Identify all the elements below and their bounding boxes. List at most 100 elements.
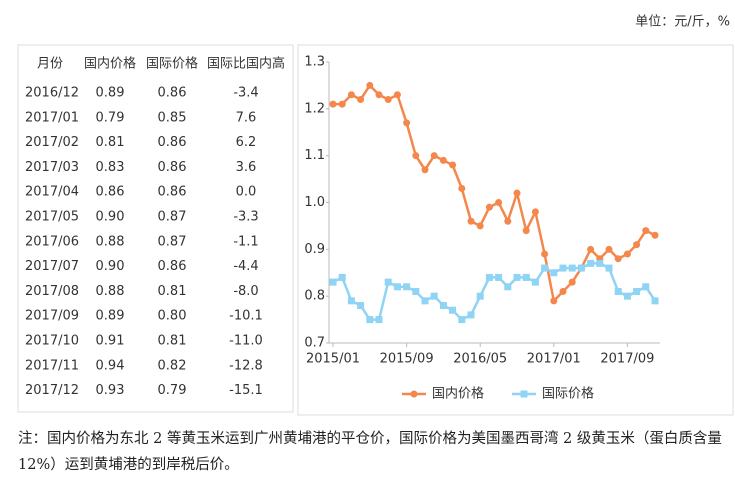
point [541,264,549,272]
point [495,199,503,206]
point [421,166,429,174]
table-cell: 2017/02 [25,135,79,150]
point [375,316,383,324]
point [550,269,558,277]
point [458,184,466,192]
table-cell: -3.3 [233,210,258,225]
series-line [332,262,657,322]
table-cell: 2017/01 [25,110,79,125]
x-tick-label: 2017/01 [527,352,581,367]
table-cell: 0.81 [158,334,187,349]
table-header: 国际价格 [146,56,198,72]
table-cell: 2017/09 [25,309,79,324]
y-tick-label: 1.3 [304,55,325,70]
y-tick-label: 0.7 [304,336,325,351]
table-cell: 0.85 [158,110,187,125]
table-cell: 0.86 [158,160,187,175]
point [633,287,641,295]
point [347,297,355,305]
table-cell: -1.1 [233,234,258,249]
point [439,302,447,310]
table-cell: 0.82 [158,358,187,373]
x-tick-label: 2017/09 [600,352,654,367]
table-cell: 3.6 [236,160,257,175]
chart-panel [297,44,734,416]
point [430,292,438,300]
point [421,297,429,305]
unit-label: 单位：元/斤，% [635,15,730,30]
point [449,161,457,169]
point [633,241,641,249]
point [522,227,530,235]
point [485,273,493,281]
table-cell: -3.4 [233,86,258,101]
y-tick-label: 1.2 [304,101,325,116]
point [587,259,595,267]
point [375,91,383,99]
table-cell: -11.0 [229,334,263,349]
point [541,250,549,258]
table-cell: 0.86 [158,259,187,274]
point [504,217,512,225]
point [559,264,567,272]
point [614,287,622,295]
point [476,222,484,230]
point [568,278,576,286]
point [384,278,392,286]
point [467,217,475,225]
point [366,81,374,89]
point [605,264,613,272]
note: 注：国内价格为东北 2 等黄玉米运到广州黄埔港的平仓价，国际价格为美国墨西哥湾 … [18,431,722,473]
table-cell: 0.89 [96,309,125,324]
point [357,302,365,310]
table-cell: 0.93 [96,383,125,398]
table-cell: 0.81 [158,284,187,299]
point [605,245,613,253]
point [403,119,411,127]
point [347,91,355,99]
point [338,100,346,108]
table-cell: 0.90 [96,259,125,274]
y-tick-label: 1.0 [304,195,325,210]
table-cell: 7.6 [236,110,257,125]
point [651,297,659,305]
point [338,273,346,281]
point [642,283,650,291]
table-cell: 2017/05 [25,210,79,225]
point [623,292,631,300]
legend-label: 国际价格 [542,386,594,402]
point [642,227,650,235]
table-cell: -8.0 [233,284,258,299]
table-cell: 0.86 [158,185,187,200]
x-tick-label: 2015/01 [306,352,360,367]
point [458,316,466,324]
point [550,297,558,305]
table-cell: -15.1 [229,383,263,398]
point [596,259,604,267]
table-cell: 0.94 [96,358,125,373]
table-cell: 2016/12 [25,86,79,101]
table-cell: 0.0 [236,185,257,200]
table-header: 国际比国内高 [207,56,285,72]
table-cell: -10.1 [229,309,263,324]
table-cell: 0.80 [158,309,187,324]
point [384,95,392,103]
table-cell: 0.88 [96,284,125,299]
point [430,152,438,160]
point [439,156,447,164]
table-cell: 0.90 [96,210,125,225]
point [412,152,420,160]
table-cell: 0.79 [158,383,187,398]
point [485,203,493,211]
table-cell: 0.89 [96,86,125,101]
legend-label: 国内价格 [432,386,484,402]
table-cell: 6.2 [236,135,257,150]
table-cell: 0.83 [96,160,125,175]
point [568,264,576,272]
point [495,273,503,281]
point [412,287,420,295]
legend-marker [410,390,418,398]
table-cell: -4.4 [233,259,258,274]
table-cell: 2017/10 [25,334,79,349]
